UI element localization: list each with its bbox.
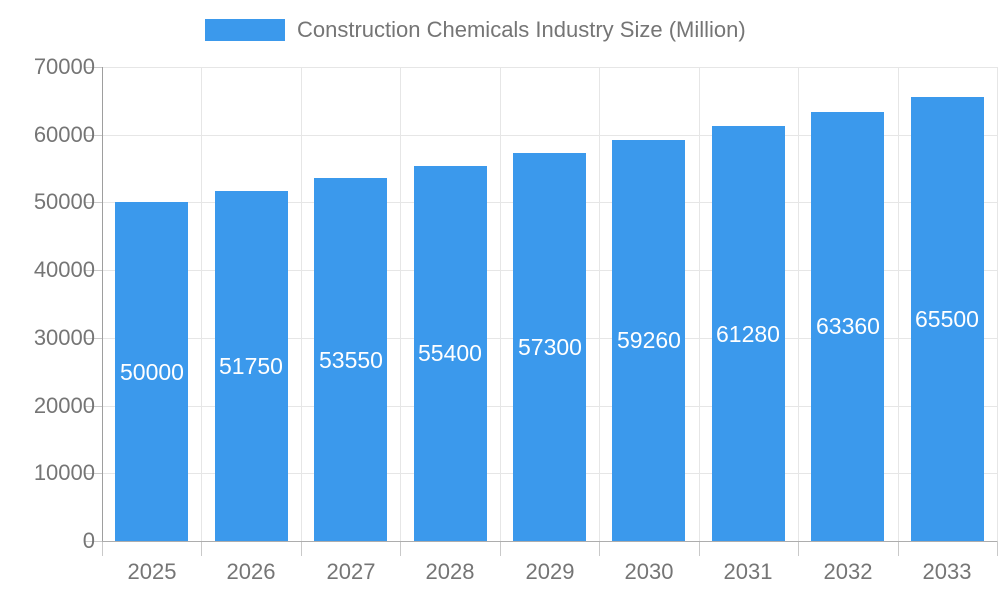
x-tick [699,541,700,556]
bar-value-label: 59260 [617,327,681,353]
y-tick [84,270,102,271]
v-gridline [201,67,202,541]
v-gridline [599,67,600,541]
x-tick-label: 2031 [723,559,773,584]
v-gridline [798,67,799,541]
bar[interactable] [115,202,188,541]
bar[interactable] [811,112,884,541]
x-tick [500,541,501,556]
bar[interactable] [712,126,785,541]
bar-value-label: 61280 [716,321,780,347]
v-gridline [699,67,700,541]
x-axis-line [102,541,997,542]
bar[interactable] [215,191,288,541]
y-axis-line [102,67,103,542]
bar-value-label: 57300 [518,334,582,360]
x-tick [301,541,302,556]
y-tick-label: 40000 [33,257,95,282]
x-tick [201,541,202,556]
y-tick-label: 0 [82,528,95,553]
x-tick [898,541,899,556]
x-tick [400,541,401,556]
x-tick-label: 2028 [425,559,475,584]
legend-label: Construction Chemicals Industry Size (Mi… [297,17,746,42]
x-tick [102,541,103,556]
y-tick [84,67,102,68]
bar[interactable] [513,153,586,541]
bar-value-label: 55400 [418,340,482,366]
bar-value-label: 50000 [120,359,184,385]
x-tick [798,541,799,556]
x-tick [599,541,600,556]
bar[interactable] [612,140,685,541]
bar[interactable] [314,178,387,541]
y-tick-label: 70000 [33,54,95,79]
chart-legend[interactable]: Construction Chemicals Industry Size (Mi… [205,17,746,43]
y-tick [84,202,102,203]
v-gridline [400,67,401,541]
x-tick-label: 2030 [624,559,674,584]
h-gridline [102,135,997,136]
y-tick [84,406,102,407]
bar-value-label: 53550 [319,347,383,373]
bar[interactable] [911,97,984,541]
y-tick [84,541,102,542]
x-tick-label: 2027 [326,559,376,584]
y-tick-label: 60000 [33,122,95,147]
x-tick [997,541,998,556]
bar-value-label: 65500 [915,306,979,332]
h-gridline [102,67,997,68]
x-tick-label: 2032 [823,559,873,584]
legend-swatch [205,19,285,41]
v-gridline [301,67,302,541]
x-tick-label: 2025 [127,559,177,584]
bar[interactable] [414,166,487,541]
x-tick-label: 2029 [525,559,575,584]
y-tick-label: 20000 [33,393,95,418]
y-tick-label: 30000 [33,325,95,350]
bar-value-label: 63360 [816,313,880,339]
y-tick [84,473,102,474]
v-gridline [500,67,501,541]
x-tick-label: 2026 [226,559,276,584]
x-tick-label: 2033 [922,559,972,584]
y-tick [84,135,102,136]
y-tick-label: 50000 [33,189,95,214]
v-gridline [898,67,899,541]
bar-value-label: 51750 [219,353,283,379]
y-tick-label: 10000 [33,460,95,485]
y-tick [84,338,102,339]
v-gridline [997,67,998,541]
